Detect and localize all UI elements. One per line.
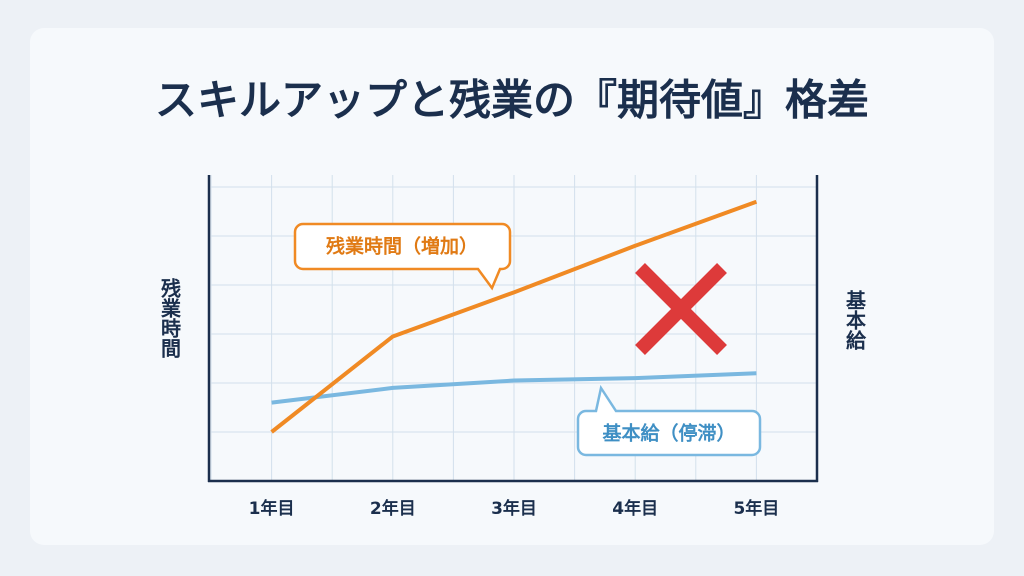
y2-axis-label: 基本給 — [843, 290, 867, 351]
cross-stroke — [635, 263, 727, 355]
x-tick-label: 3年目 — [491, 498, 537, 519]
plot — [270, 199, 758, 434]
cross-mark — [635, 263, 727, 355]
series-line — [271, 371, 757, 405]
callout-box — [576, 384, 762, 457]
x-tick-label: 1年目 — [249, 498, 295, 519]
y-axis-label: 残業時間 — [158, 278, 182, 358]
callout-box — [293, 222, 512, 291]
x-tick-label: 2年目 — [370, 498, 416, 519]
callout-text: 残業時間（増加） — [326, 235, 478, 258]
callout: 基本給（停滞） — [576, 384, 762, 457]
series-line — [270, 199, 758, 434]
chart-title: スキルアップと残業の『期待値』格差 — [155, 76, 869, 125]
callout-text: 基本給（停滞） — [601, 422, 735, 445]
callout: 残業時間（増加） — [293, 222, 512, 291]
x-tick-label: 4年目 — [612, 498, 658, 519]
x-tick-label: 5年目 — [733, 498, 779, 519]
